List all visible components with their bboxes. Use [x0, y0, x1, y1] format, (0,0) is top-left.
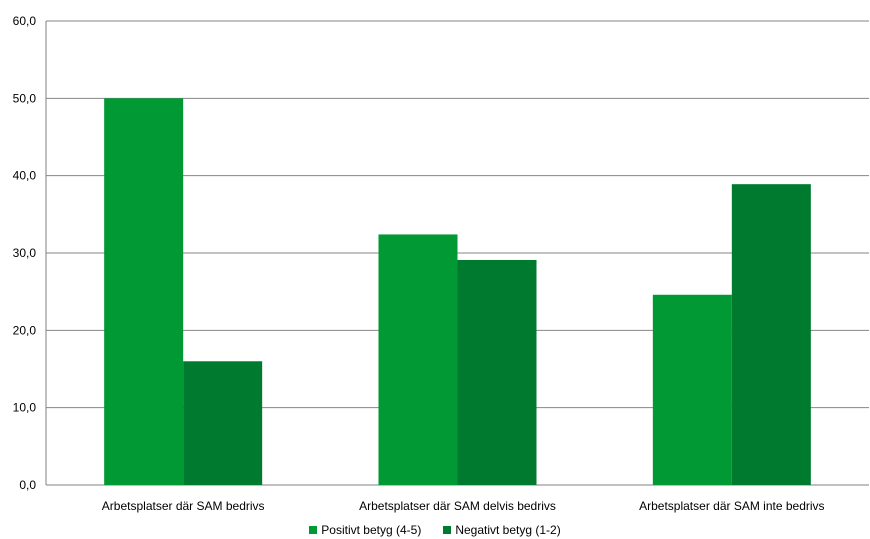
y-tick-label: 60,0 — [13, 14, 37, 28]
y-tick-label: 20,0 — [13, 323, 37, 337]
bar-negative — [183, 361, 263, 485]
legend-item-positive: Positivt betyg (4-5) — [309, 523, 421, 537]
y-tick-label: 0,0 — [19, 478, 36, 492]
y-axis-ticks: 0,0 10,0 20,0 30,0 40,0 50,0 60,0 — [13, 14, 37, 492]
x-category-label: Arbetsplatser där SAM delvis bedrivs — [359, 499, 556, 513]
x-axis-labels: Arbetsplatser där SAM bedrivs Arbetsplats… — [102, 499, 825, 513]
bar-chart: 0,0 10,0 20,0 30,0 40,0 50,0 60,0 Arbetsplatse… — [13, 14, 869, 513]
bar-negative — [457, 259, 537, 485]
x-category-label: Arbetsplatser där SAM bedrivs — [102, 499, 265, 513]
legend-swatch-negative — [443, 526, 452, 534]
y-tick-label: 30,0 — [13, 246, 37, 260]
y-tick-label: 40,0 — [13, 169, 37, 183]
bar-negative — [731, 184, 811, 485]
legend-item-negative: Negativt betyg (1-2) — [443, 523, 561, 537]
bar-positive — [104, 98, 184, 485]
y-tick-label: 50,0 — [13, 91, 37, 105]
bar-positive — [652, 294, 732, 485]
legend-swatch-positive — [309, 526, 318, 534]
legend-label-negative: Negativt betyg (1-2) — [455, 523, 561, 537]
x-category-label: Arbetsplatser där SAM inte bedrivs — [639, 499, 824, 513]
legend-label-positive: Positivt betyg (4-5) — [321, 523, 422, 537]
y-tick-label: 10,0 — [13, 401, 37, 415]
legend: Positivt betyg (4-5) Negativt betyg (1-2… — [0, 523, 870, 537]
bars — [104, 98, 811, 485]
bar-positive — [378, 234, 458, 485]
